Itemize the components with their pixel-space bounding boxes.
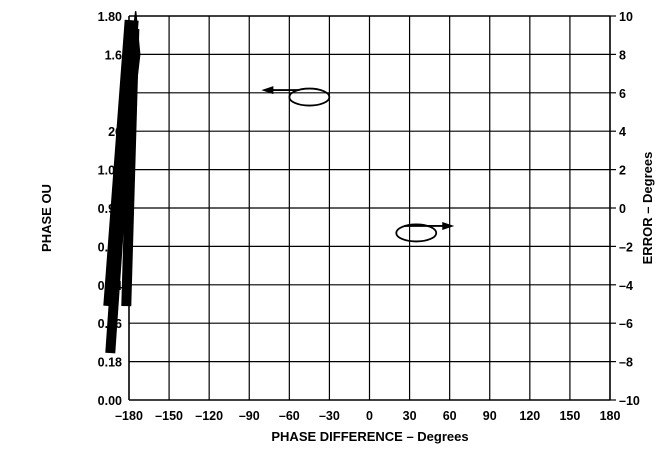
y-right-tick-label: 10: [619, 10, 633, 24]
x-tick-label: –90: [239, 409, 260, 423]
annotation-ellipse: [288, 87, 331, 107]
x-tick-label: –180: [115, 409, 143, 423]
y-right-tick-label: 0: [619, 202, 626, 216]
series-layer: [103, 10, 141, 354]
annotation-layer: [261, 86, 455, 243]
grid-layer: [128, 15, 616, 401]
x-tick-label: –30: [319, 409, 340, 423]
x-tick-label: 180: [600, 409, 621, 423]
x-tick-label: 0: [366, 409, 373, 423]
x-tick-label: 90: [483, 409, 497, 423]
y-axis-label-right: ERROR – Degrees: [640, 152, 655, 265]
y-right-tick-label: –2: [619, 240, 633, 254]
y-right-tick-label: –10: [619, 394, 640, 408]
y-left-tick-label: 0.18: [98, 356, 122, 370]
y-left-tick-label: 1.80: [98, 10, 122, 24]
y-axis-label-left: PHASE OU: [39, 184, 54, 252]
annotation-arrow-head: [261, 86, 274, 95]
annotation-arrow-head: [442, 221, 455, 230]
x-tick-label: 120: [519, 409, 540, 423]
y-right-tick-label: –6: [619, 317, 633, 331]
series-line-band: [121, 28, 140, 307]
x-tick-label: 60: [443, 409, 457, 423]
y-left-tick-label: 0.00: [98, 394, 122, 408]
x-tick-label: 150: [559, 409, 580, 423]
y-right-tick-label: 4: [619, 125, 626, 139]
y-right-tick-label: –4: [619, 279, 633, 293]
y-right-tick-label: 8: [619, 48, 626, 62]
y-left-tick-label: 1.6: [105, 48, 122, 62]
annotation-ellipse: [395, 223, 438, 243]
x-tick-label: 30: [403, 409, 417, 423]
y-right-tick-label: 6: [619, 87, 626, 101]
series-line-band: [103, 19, 139, 307]
x-tick-label: –150: [155, 409, 183, 423]
x-tick-label: –120: [195, 409, 223, 423]
x-tick-label: –60: [279, 409, 300, 423]
y-right-tick-label: 2: [619, 164, 626, 178]
y-right-tick-label: –8: [619, 356, 633, 370]
x-axis-label: PHASE DIFFERENCE – Degrees: [271, 429, 468, 444]
